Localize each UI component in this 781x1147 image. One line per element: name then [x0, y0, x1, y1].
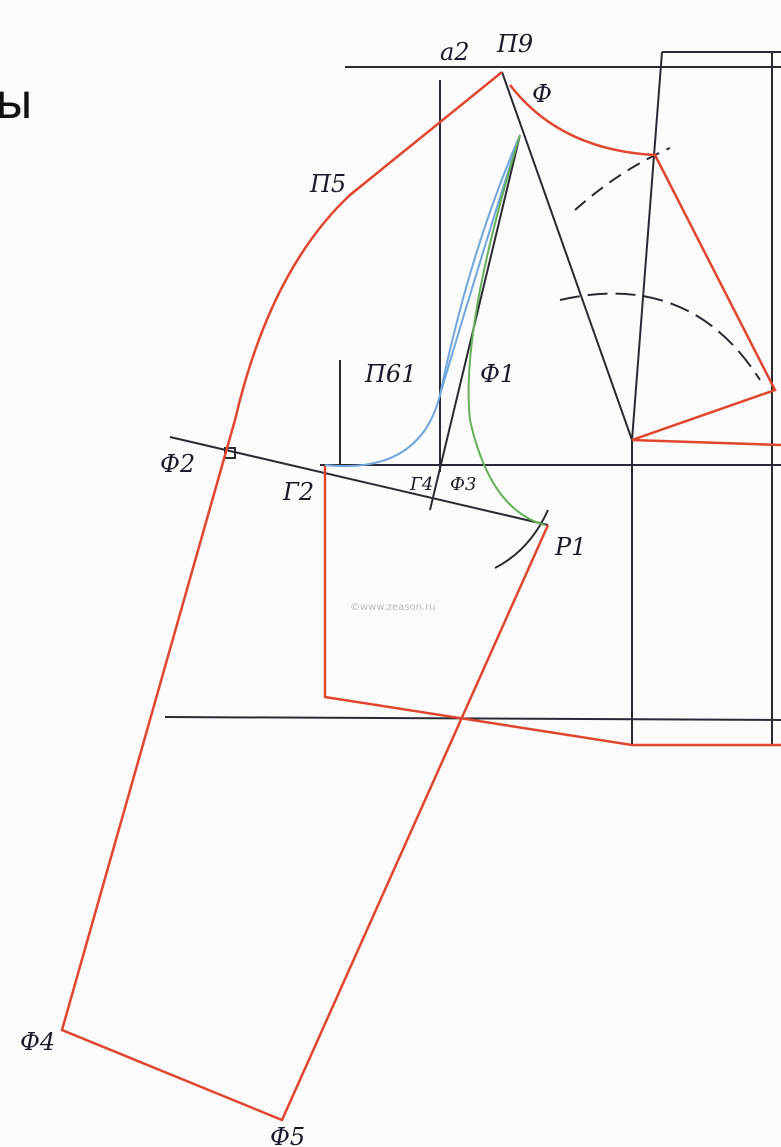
label: Ф5	[270, 1123, 305, 1147]
title: ы	[0, 74, 33, 130]
label: Ф3	[450, 474, 476, 495]
label: Ф	[532, 80, 552, 108]
label: a2	[440, 38, 470, 66]
label: Ф2	[160, 450, 195, 478]
label: П61	[364, 360, 416, 388]
label: П5	[309, 170, 346, 198]
label: Г2	[282, 478, 314, 506]
label: Р1	[554, 533, 586, 561]
label: П9	[496, 30, 533, 58]
watermark: ©www.zeason.ru	[350, 602, 436, 613]
label: Г4	[409, 474, 433, 495]
pattern-diagram: ы a2 П9 Ф П5 П61 Ф1 Ф2 Г2 Г4 Ф3 Р1 Ф4 Ф5…	[0, 0, 781, 1147]
label: Ф4	[20, 1028, 55, 1056]
label: Ф1	[480, 360, 515, 388]
